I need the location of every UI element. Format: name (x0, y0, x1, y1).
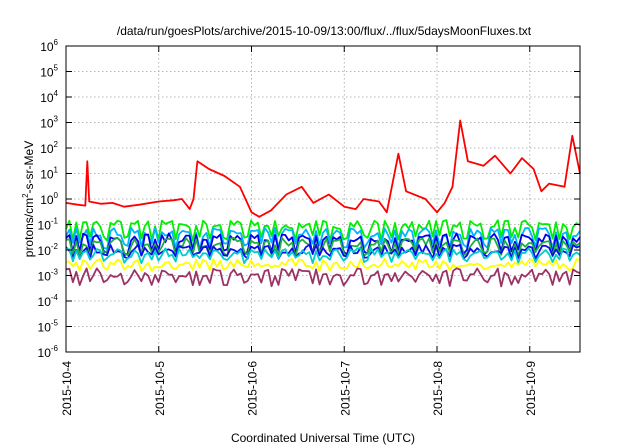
series-line-8 (65, 258, 581, 272)
series-line-7 (65, 247, 581, 265)
y-tick-exponent: -4 (51, 293, 59, 302)
x-tick-label: 2015-10-5 (153, 361, 167, 416)
y-tick-exponent: -6 (51, 344, 59, 353)
y-tick-exponent: 6 (54, 38, 59, 47)
y-tick-exponent: -5 (51, 319, 59, 328)
y-tick-base: 10 (38, 295, 52, 309)
y-tick-label: 105 (40, 64, 58, 80)
x-tick-label: 2015-10-7 (338, 361, 352, 416)
y-tick-label: 100 (40, 191, 58, 207)
y-tick-exponent: 2 (54, 140, 59, 149)
y-tick-base: 10 (38, 244, 52, 258)
y-tick-base: 10 (40, 168, 54, 182)
y-tick-label: 101 (40, 166, 58, 182)
y-axis-label-suffix: -s-sr-MeV (22, 141, 36, 194)
y-tick-label: 10-4 (38, 293, 59, 309)
y-tick-base: 10 (38, 219, 52, 233)
y-tick-exponent: 4 (54, 89, 59, 98)
chart-title: /data/run/goesPlots/archive/2015-10-09/1… (117, 24, 532, 38)
y-tick-label: 103 (40, 115, 58, 131)
series-line-5 (65, 237, 581, 258)
y-tick-exponent: 0 (54, 191, 59, 200)
y-tick-exponent: 1 (54, 166, 59, 175)
x-tick-label: 2015-10-6 (246, 361, 260, 416)
y-tick-label: 106 (40, 38, 58, 54)
series-line-3 (65, 226, 581, 250)
y-tick-label: 10-3 (38, 268, 59, 284)
y-tick-exponent: 3 (54, 115, 59, 124)
series-line-9 (65, 267, 581, 288)
x-tick-label: 2015-10-4 (60, 361, 74, 416)
y-tick-base: 10 (38, 321, 52, 335)
y-tick-base: 10 (40, 66, 54, 80)
y-tick-base: 10 (40, 193, 54, 207)
y-tick-exponent: -3 (51, 268, 59, 277)
y-tick-base: 10 (40, 91, 54, 105)
y-tick-exponent: -2 (51, 242, 59, 251)
y-tick-label: 10-6 (38, 344, 59, 360)
y-tick-base: 10 (40, 117, 54, 131)
y-tick-base: 10 (38, 270, 52, 284)
y-tick-exponent: 5 (54, 64, 59, 73)
series-group (65, 119, 581, 288)
y-tick-exponent: -1 (51, 217, 59, 226)
y-tick-label: 10-1 (38, 217, 59, 233)
y-tick-label: 104 (40, 89, 58, 105)
series-line-1 (65, 119, 581, 218)
y-tick-base: 10 (40, 142, 54, 156)
y-axis: 10610510410310210110010-110-210-310-410-… (38, 38, 580, 360)
x-axis-label: Coordinated Universal Time (UTC) (231, 431, 415, 445)
x-tick-label: 2015-10-9 (524, 361, 538, 416)
y-axis-label-prefix: protons/cm (22, 198, 36, 257)
y-axis-label-sup: 2 (21, 193, 30, 198)
y-tick-base: 10 (40, 40, 54, 54)
y-axis-label: protons/cm2-s-sr-MeV (21, 141, 36, 257)
x-axis: 2015-10-4 2015-10-5 2015-10-6 2015-10-7 2015… (60, 46, 538, 416)
y-tick-label: 10-2 (38, 242, 59, 258)
grid (66, 46, 580, 352)
y-tick-base: 10 (38, 346, 52, 360)
y-tick-label: 10-5 (38, 319, 59, 335)
x-tick-label: 2015-10-8 (431, 361, 445, 416)
y-tick-label: 102 (40, 140, 58, 156)
